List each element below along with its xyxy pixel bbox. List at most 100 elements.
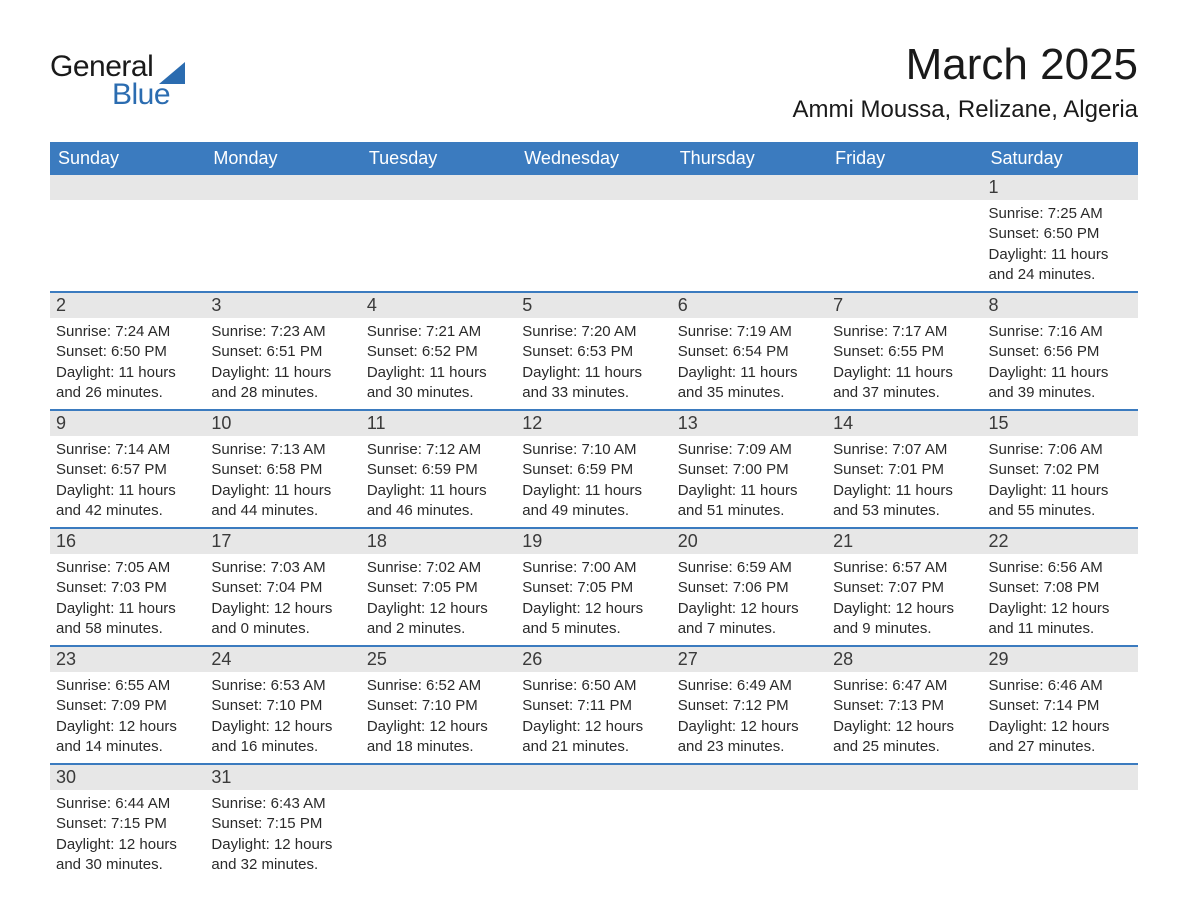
sunrise-line: Sunrise: 7:16 AM [989,322,1132,342]
sunrise-line: Sunrise: 6:56 AM [989,558,1132,578]
day-details [516,790,671,800]
sunset-line: Sunset: 7:15 PM [56,814,199,834]
sunset-line: Sunset: 7:13 PM [833,696,976,716]
day-number: 30 [50,765,205,790]
sunset-line: Sunset: 7:07 PM [833,578,976,598]
day-number: 19 [516,529,671,554]
daylight-line: Daylight: 11 hours and 55 minutes. [989,481,1132,522]
day-number: 6 [672,293,827,318]
title-block: March 2025 Ammi Moussa, Relizane, Algeri… [793,40,1138,124]
sunset-line: Sunset: 7:10 PM [211,696,354,716]
day-number: 22 [983,529,1138,554]
sunset-line: Sunset: 7:12 PM [678,696,821,716]
day-number: 15 [983,411,1138,436]
sunrise-line: Sunrise: 7:17 AM [833,322,976,342]
sunset-line: Sunset: 7:05 PM [522,578,665,598]
sunset-line: Sunset: 7:03 PM [56,578,199,598]
calendar-day-cell: 31Sunrise: 6:43 AMSunset: 7:15 PMDayligh… [205,765,360,881]
day-number [827,175,982,200]
sunrise-line: Sunrise: 7:23 AM [211,322,354,342]
day-details [50,200,205,210]
calendar-day-cell: 4Sunrise: 7:21 AMSunset: 6:52 PMDaylight… [361,293,516,409]
sunrise-line: Sunrise: 7:21 AM [367,322,510,342]
daylight-line: Daylight: 12 hours and 5 minutes. [522,599,665,640]
daylight-line: Daylight: 12 hours and 27 minutes. [989,717,1132,758]
calendar-day-cell: 17Sunrise: 7:03 AMSunset: 7:04 PMDayligh… [205,529,360,645]
daylight-line: Daylight: 11 hours and 39 minutes. [989,363,1132,404]
daylight-line: Daylight: 12 hours and 32 minutes. [211,835,354,876]
sunset-line: Sunset: 7:08 PM [989,578,1132,598]
calendar-day-cell: 1Sunrise: 7:25 AMSunset: 6:50 PMDaylight… [983,175,1138,291]
day-number: 4 [361,293,516,318]
calendar-week-row: 23Sunrise: 6:55 AMSunset: 7:09 PMDayligh… [50,645,1138,763]
day-details: Sunrise: 7:02 AMSunset: 7:05 PMDaylight:… [361,554,516,645]
day-details [983,790,1138,800]
sunrise-line: Sunrise: 7:12 AM [367,440,510,460]
sunset-line: Sunset: 6:57 PM [56,460,199,480]
sunrise-line: Sunrise: 7:19 AM [678,322,821,342]
calendar-day-cell: 22Sunrise: 6:56 AMSunset: 7:08 PMDayligh… [983,529,1138,645]
page-header: General Blue March 2025 Ammi Moussa, Rel… [50,40,1138,124]
day-details: Sunrise: 7:10 AMSunset: 6:59 PMDaylight:… [516,436,671,527]
sunrise-line: Sunrise: 6:47 AM [833,676,976,696]
day-details: Sunrise: 7:09 AMSunset: 7:00 PMDaylight:… [672,436,827,527]
sunset-line: Sunset: 6:50 PM [989,224,1132,244]
calendar-day-cell: 16Sunrise: 7:05 AMSunset: 7:03 PMDayligh… [50,529,205,645]
daylight-line: Daylight: 11 hours and 26 minutes. [56,363,199,404]
weekday-header: Friday [827,142,982,175]
calendar-week-row: 9Sunrise: 7:14 AMSunset: 6:57 PMDaylight… [50,409,1138,527]
calendar-day-cell: 28Sunrise: 6:47 AMSunset: 7:13 PMDayligh… [827,647,982,763]
day-number [516,175,671,200]
day-details [361,200,516,210]
calendar-day-cell: 2Sunrise: 7:24 AMSunset: 6:50 PMDaylight… [50,293,205,409]
sunset-line: Sunset: 6:55 PM [833,342,976,362]
sunset-line: Sunset: 7:15 PM [211,814,354,834]
weekday-header: Wednesday [516,142,671,175]
day-number: 11 [361,411,516,436]
day-number [361,175,516,200]
daylight-line: Daylight: 11 hours and 24 minutes. [989,245,1132,286]
daylight-line: Daylight: 12 hours and 14 minutes. [56,717,199,758]
sunset-line: Sunset: 6:59 PM [522,460,665,480]
day-number: 27 [672,647,827,672]
day-number: 23 [50,647,205,672]
day-details: Sunrise: 7:24 AMSunset: 6:50 PMDaylight:… [50,318,205,409]
day-number: 24 [205,647,360,672]
calendar-day-cell: 20Sunrise: 6:59 AMSunset: 7:06 PMDayligh… [672,529,827,645]
day-details: Sunrise: 7:00 AMSunset: 7:05 PMDaylight:… [516,554,671,645]
day-details: Sunrise: 7:07 AMSunset: 7:01 PMDaylight:… [827,436,982,527]
page-title: March 2025 [793,40,1138,90]
calendar-week-row: 1Sunrise: 7:25 AMSunset: 6:50 PMDaylight… [50,175,1138,291]
daylight-line: Daylight: 11 hours and 33 minutes. [522,363,665,404]
calendar-day-cell: 25Sunrise: 6:52 AMSunset: 7:10 PMDayligh… [361,647,516,763]
calendar-day-cell: 21Sunrise: 6:57 AMSunset: 7:07 PMDayligh… [827,529,982,645]
day-number [361,765,516,790]
calendar-day-cell: 6Sunrise: 7:19 AMSunset: 6:54 PMDaylight… [672,293,827,409]
sunrise-line: Sunrise: 6:55 AM [56,676,199,696]
sunset-line: Sunset: 7:02 PM [989,460,1132,480]
day-details: Sunrise: 7:12 AMSunset: 6:59 PMDaylight:… [361,436,516,527]
sunrise-line: Sunrise: 6:53 AM [211,676,354,696]
sunset-line: Sunset: 7:00 PM [678,460,821,480]
day-number: 21 [827,529,982,554]
daylight-line: Daylight: 11 hours and 28 minutes. [211,363,354,404]
sunrise-line: Sunrise: 6:46 AM [989,676,1132,696]
day-number [672,175,827,200]
calendar-day-cell: 14Sunrise: 7:07 AMSunset: 7:01 PMDayligh… [827,411,982,527]
sunrise-line: Sunrise: 7:05 AM [56,558,199,578]
day-number [50,175,205,200]
day-details: Sunrise: 6:46 AMSunset: 7:14 PMDaylight:… [983,672,1138,763]
location-subtitle: Ammi Moussa, Relizane, Algeria [793,96,1138,124]
daylight-line: Daylight: 11 hours and 30 minutes. [367,363,510,404]
sunset-line: Sunset: 7:14 PM [989,696,1132,716]
sunset-line: Sunset: 6:54 PM [678,342,821,362]
calendar-day-cell [983,765,1138,881]
sunrise-line: Sunrise: 7:24 AM [56,322,199,342]
day-details: Sunrise: 6:50 AMSunset: 7:11 PMDaylight:… [516,672,671,763]
calendar-day-cell [516,765,671,881]
daylight-line: Daylight: 11 hours and 49 minutes. [522,481,665,522]
sunrise-line: Sunrise: 7:20 AM [522,322,665,342]
sunset-line: Sunset: 7:01 PM [833,460,976,480]
day-details: Sunrise: 7:03 AMSunset: 7:04 PMDaylight:… [205,554,360,645]
calendar-day-cell: 9Sunrise: 7:14 AMSunset: 6:57 PMDaylight… [50,411,205,527]
